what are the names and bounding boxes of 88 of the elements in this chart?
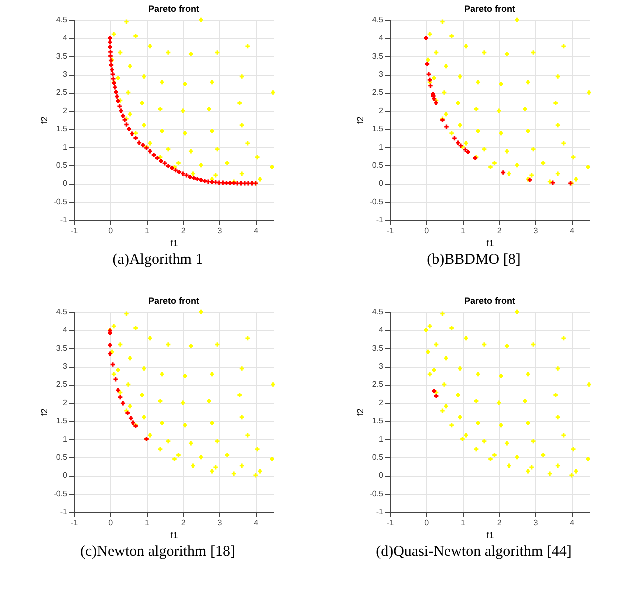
x-tick-label: 0 <box>424 226 430 236</box>
y-tick-label: 3 <box>379 362 384 372</box>
x-tick-label: 0 <box>108 518 114 528</box>
x-tick-label: -1 <box>386 226 395 236</box>
y-tick-label: 3 <box>63 70 68 80</box>
x-axis-title: f1 <box>486 530 494 540</box>
x-tick-label: -1 <box>70 518 79 528</box>
x-axis-title: f1 <box>170 530 178 540</box>
x-tick-label: 1 <box>145 518 150 528</box>
x-tick-label: 3 <box>534 518 539 528</box>
y-axis-title: f2 <box>356 408 366 416</box>
x-tick-label: 4 <box>570 518 576 528</box>
y-tick-label: 0 <box>63 471 68 480</box>
y-tick-label: 3 <box>379 70 384 80</box>
y-tick-label: 2.5 <box>372 88 384 98</box>
y-tick-label: 4.5 <box>56 16 68 24</box>
y-tick-label: 3.5 <box>56 52 68 61</box>
y-tick-label: -1 <box>376 216 384 224</box>
y-tick-label: 1 <box>379 434 384 444</box>
y-axis-title: f2 <box>356 116 366 124</box>
y-tick-label: -0.5 <box>54 489 68 498</box>
y-tick-label: 2 <box>63 398 68 408</box>
text: (c)Newton algorithm [18] <box>80 544 236 561</box>
x-tick-label: 3 <box>218 518 223 528</box>
x-tick-label: 0 <box>108 226 114 236</box>
x-tick-label: -1 <box>70 226 79 236</box>
y-tick-label: 2 <box>379 398 384 408</box>
y-tick-label: 1 <box>379 142 384 152</box>
x-tick-label: 4 <box>254 226 260 236</box>
y-tick-label: 4 <box>63 34 68 43</box>
y-tick-label: 3 <box>63 362 68 372</box>
x-tick-label: -1 <box>386 518 395 528</box>
y-tick-label: 4 <box>63 326 68 335</box>
y-tick-label: -0.5 <box>54 197 68 206</box>
chart-title: Pareto front <box>464 296 516 306</box>
chart-title: Pareto front <box>464 4 516 14</box>
x-tick-label: 2 <box>497 226 502 236</box>
chart-title: Pareto front <box>148 4 200 14</box>
text: (d)Quasi-Newton algorithm [44] <box>376 544 572 561</box>
y-tick-label: 4.5 <box>372 16 384 24</box>
x-tick-label: 1 <box>461 226 466 236</box>
y-tick-label: 1 <box>63 142 68 152</box>
text: (a)Algorithm 1 <box>112 252 204 269</box>
y-tick-label: 0.5 <box>56 160 68 170</box>
x-tick-label: 0 <box>424 518 430 528</box>
y-tick-label: 0 <box>63 179 68 188</box>
y-tick-label: 1.5 <box>372 416 384 426</box>
y-tick-label: 2.5 <box>56 380 68 390</box>
y-tick-label: 1.5 <box>372 124 384 134</box>
text: (b)BBDMO [8] <box>427 252 521 269</box>
x-tick-label: 4 <box>254 518 260 528</box>
y-tick-label: 4 <box>379 34 384 43</box>
chart-title: Pareto front <box>148 296 200 306</box>
x-tick-label: 1 <box>461 518 466 528</box>
x-tick-label: 2 <box>497 518 502 528</box>
y-tick-label: -1 <box>60 216 68 224</box>
x-tick-label: 3 <box>218 226 223 236</box>
y-tick-label: 4.5 <box>56 308 68 316</box>
y-axis-title: f2 <box>40 408 50 416</box>
y-tick-label: 0.5 <box>56 452 68 462</box>
y-tick-label: -0.5 <box>370 197 384 206</box>
y-tick-label: 2 <box>379 106 384 116</box>
y-tick-label: 2.5 <box>56 88 68 98</box>
x-tick-label: 4 <box>570 226 576 236</box>
x-axis-title: f1 <box>486 238 494 248</box>
y-tick-label: -0.5 <box>370 489 384 498</box>
y-tick-label: 3.5 <box>56 344 68 353</box>
x-tick-label: 3 <box>534 226 539 236</box>
y-tick-label: 1 <box>63 434 68 444</box>
y-tick-label: 0 <box>379 471 384 480</box>
x-axis-title: f1 <box>170 238 178 248</box>
y-tick-label: -1 <box>60 508 68 516</box>
y-tick-label: 0.5 <box>372 160 384 170</box>
y-tick-label: 1.5 <box>56 124 68 134</box>
y-tick-label: -1 <box>376 508 384 516</box>
x-tick-label: 2 <box>181 226 186 236</box>
y-tick-label: 3.5 <box>372 344 384 353</box>
y-tick-label: 2.5 <box>372 380 384 390</box>
y-tick-label: 4 <box>379 326 384 335</box>
y-tick-label: 0.5 <box>372 452 384 462</box>
y-axis-title: f2 <box>40 116 50 124</box>
x-tick-label: 2 <box>181 518 186 528</box>
y-tick-label: 0 <box>379 179 384 188</box>
x-tick-label: 1 <box>145 226 150 236</box>
y-tick-label: 3.5 <box>372 52 384 61</box>
y-tick-label: 4.5 <box>372 308 384 316</box>
y-tick-label: 1.5 <box>56 416 68 426</box>
y-tick-label: 2 <box>63 106 68 116</box>
